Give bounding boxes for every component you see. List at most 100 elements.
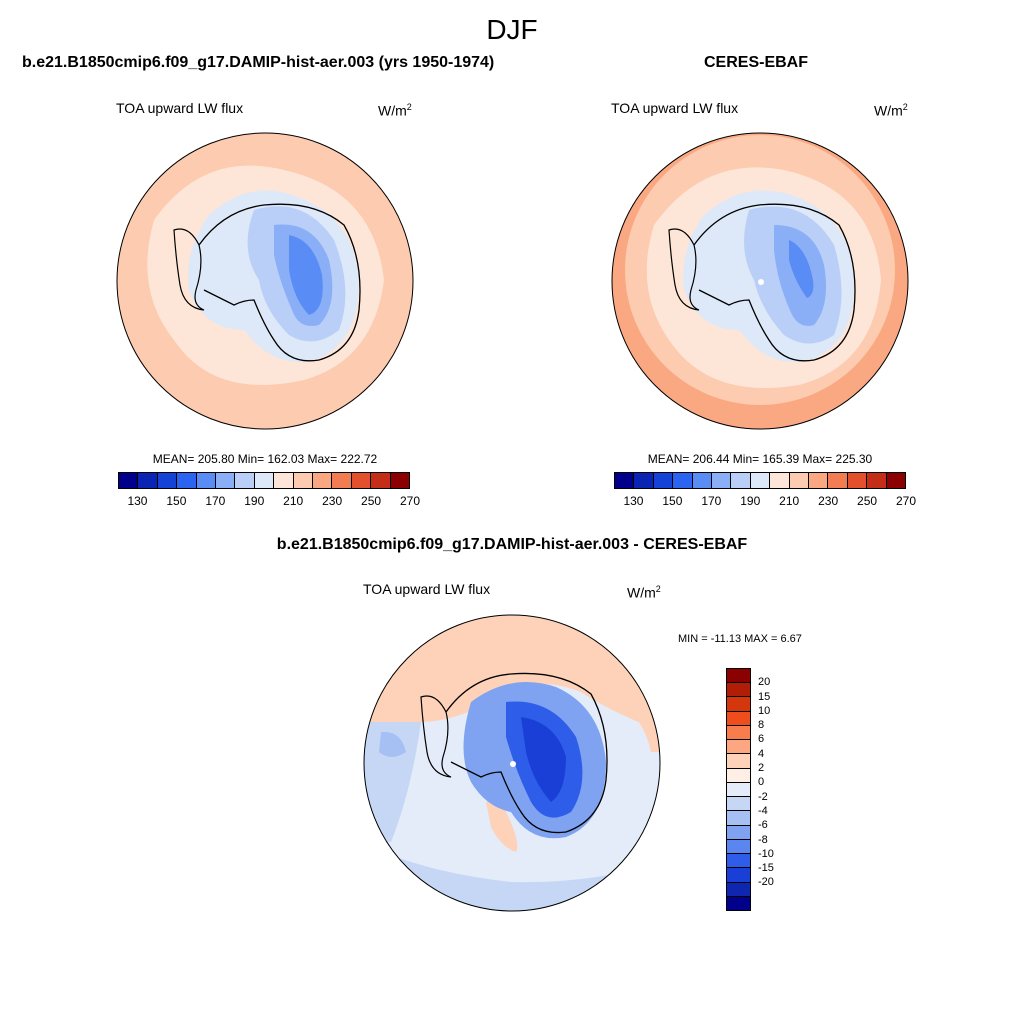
obs-colorbar-tick-label: 150 [662, 494, 683, 508]
diff-colorbar-tick-label: 10 [758, 704, 771, 717]
model-variable-label: TOA upward LW flux [116, 100, 244, 116]
model-colorbar-tick-label: 230 [322, 494, 343, 508]
model-colorbar-tick-label: 210 [283, 494, 304, 508]
diff-stats: MIN = -11.13 MAX = 6.67 [678, 633, 802, 645]
diff-colorbar-tick-label: 15 [758, 690, 771, 703]
obs-colorbar-ticks: 130 150 170 190 210 230 250 270 [614, 494, 916, 510]
obs-colorbar-tick-label: 170 [701, 494, 722, 508]
model-colorbar-swatch [351, 473, 372, 488]
model-colorbar-swatch [138, 473, 158, 488]
obs-colorbar-swatch [867, 473, 887, 488]
model-colorbar-swatch [254, 473, 275, 488]
obs-colorbar-swatch [886, 473, 906, 488]
obs-colorbar-swatch [692, 473, 713, 488]
diff-colorbar-swatch [727, 669, 750, 684]
diff-polar-map [363, 614, 661, 912]
model-colorbar-tick-label: 250 [361, 494, 382, 508]
model-colorbar-swatch [119, 473, 139, 488]
model-colorbar-swatch [371, 473, 391, 488]
diff-colorbar-swatch [727, 711, 750, 726]
diff-colorbar-ticks: 20 15 10 8 6 4 2 0 -2 -4 -6 -8 -10 -15 -20 [758, 668, 798, 911]
diff-colorbar-tick-label: 20 [758, 676, 771, 689]
model-colorbar-swatch [235, 473, 255, 488]
model-colorbar-swatch [293, 473, 314, 488]
diff-colorbar-swatch [727, 768, 750, 783]
obs-colorbar-swatch [750, 473, 771, 488]
obs-colorbar-tick-label: 190 [740, 494, 761, 508]
obs-colorbar-swatch [653, 473, 674, 488]
obs-colorbar-tick-label: 230 [818, 494, 839, 508]
model-colorbar-ticks: 130 150 170 190 210 230 250 270 [118, 494, 420, 510]
obs-colorbar [614, 472, 906, 489]
obs-panel-title: CERES-EBAF [704, 54, 809, 71]
diff-colorbar-tick-label: -20 [758, 876, 774, 889]
obs-colorbar-swatch [673, 473, 693, 488]
obs-colorbar-swatch [770, 473, 790, 488]
model-colorbar-tick-label: 190 [244, 494, 265, 508]
diff-colorbar-tick-label: -2 [758, 790, 768, 803]
obs-colorbar-tick-label: 130 [623, 494, 644, 508]
diff-colorbar-swatch [727, 854, 750, 869]
diff-colorbar-swatch [727, 797, 750, 812]
obs-colorbar-swatch [615, 473, 635, 488]
obs-unit-label: W/m2 [874, 102, 908, 119]
diff-variable-label: TOA upward LW flux [363, 581, 491, 597]
obs-colorbar-swatch [789, 473, 810, 488]
diff-unit-label: W/m2 [627, 584, 661, 601]
diff-colorbar-tick-label: -8 [758, 833, 768, 846]
model-colorbar [118, 472, 410, 489]
model-colorbar-swatch [313, 473, 333, 488]
diff-colorbar-swatch [727, 839, 750, 855]
obs-colorbar-swatch [828, 473, 848, 488]
model-colorbar-tick-label: 170 [205, 494, 226, 508]
diff-colorbar-swatch [727, 811, 750, 826]
model-unit-label: W/m2 [378, 102, 412, 119]
obs-colorbar-swatch [847, 473, 868, 488]
obs-colorbar-tick-label: 270 [895, 494, 917, 508]
obs-polar-map [611, 132, 909, 430]
diff-colorbar-swatch [727, 825, 750, 840]
diff-colorbar-swatch [727, 740, 750, 755]
obs-colorbar-swatch [634, 473, 654, 488]
diff-colorbar-swatch [727, 882, 750, 897]
diff-colorbar-tick-label: -6 [758, 819, 768, 832]
diff-colorbar-tick-label: -15 [758, 862, 774, 875]
model-colorbar-swatch [332, 473, 352, 488]
model-colorbar-swatch [274, 473, 294, 488]
model-stats: MEAN= 205.80 Min= 162.03 Max= 222.72 [152, 452, 378, 466]
model-colorbar-tick-label: 150 [166, 494, 187, 508]
model-colorbar-tick-label: 130 [127, 494, 148, 508]
diff-colorbar-tick-label: 2 [758, 762, 765, 775]
model-colorbar-swatch [157, 473, 178, 488]
obs-variable-label: TOA upward LW flux [611, 100, 739, 116]
diff-colorbar-swatch [727, 754, 750, 769]
model-colorbar-swatch [177, 473, 197, 488]
diff-colorbar-swatch [727, 896, 750, 910]
diff-panel-title: b.e21.B1850cmip6.f09_g17.DAMIP-hist-aer.… [276, 536, 748, 553]
obs-stats: MEAN= 206.44 Min= 165.39 Max= 225.30 [647, 452, 873, 466]
diff-colorbar-swatch [727, 782, 750, 798]
model-colorbar-tick-label: 270 [399, 494, 421, 508]
diff-colorbar-tick-label: 0 [758, 776, 765, 789]
diff-colorbar-tick-label: 6 [758, 733, 765, 746]
diff-colorbar-tick-label: 8 [758, 719, 765, 732]
obs-colorbar-tick-label: 250 [857, 494, 878, 508]
diff-colorbar-swatch [727, 683, 750, 698]
model-colorbar-swatch [216, 473, 236, 488]
diff-positive-region [364, 615, 660, 732]
diff-colorbar-swatch [727, 868, 750, 883]
obs-colorbar-swatch [731, 473, 751, 488]
diff-colorbar-tick-label: -10 [758, 847, 774, 860]
obs-colorbar-swatch [809, 473, 829, 488]
obs-colorbar-swatch [712, 473, 732, 488]
model-colorbar-swatch [390, 473, 410, 488]
diff-colorbar-tick-label: 4 [758, 747, 765, 760]
model-colorbar-swatch [196, 473, 217, 488]
diff-colorbar-tick-label: -4 [758, 804, 768, 817]
model-panel-title: b.e21.B1850cmip6.f09_g17.DAMIP-hist-aer.… [22, 54, 495, 71]
season-title: DJF [486, 14, 538, 45]
diff-colorbar [726, 668, 751, 911]
model-polar-map [116, 132, 414, 430]
diff-colorbar-swatch [727, 725, 750, 741]
diff-colorbar-swatch [727, 697, 750, 712]
